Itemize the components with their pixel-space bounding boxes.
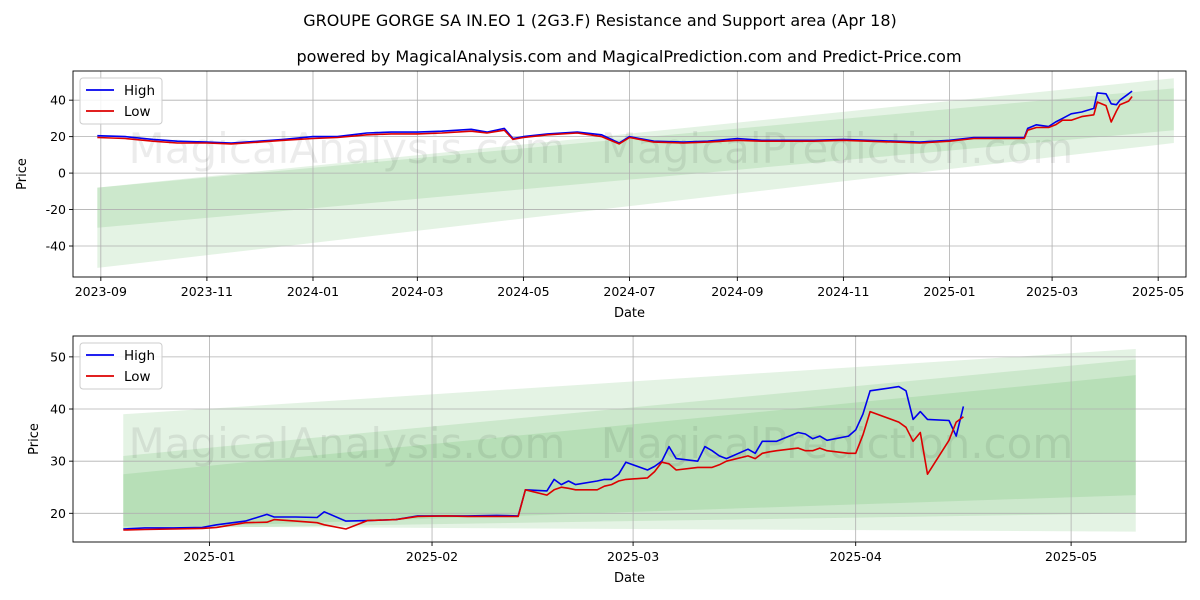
chart-subtitle: powered by MagicalAnalysis.com and Magic… <box>296 47 961 66</box>
x-tick-label: 2024-03 <box>391 284 443 299</box>
series-group <box>123 385 965 531</box>
x-tick-label: 2025-01 <box>183 549 235 564</box>
y-axis-label: Price <box>15 158 30 190</box>
x-tick-label: 2025-04 <box>830 549 882 564</box>
x-tick-label: 2024-05 <box>497 284 549 299</box>
legend-label-low: Low <box>124 104 151 120</box>
series-line-low <box>123 410 964 531</box>
y-tick-label: -40 <box>46 239 66 254</box>
support-resistance-band-2 <box>123 359 1136 529</box>
watermark-prediction: MagicalPrediction.com <box>601 124 1074 173</box>
y-tick-label: 40 <box>50 93 66 108</box>
x-axis-label: Date <box>614 306 645 321</box>
legend: High Low <box>79 342 163 390</box>
watermark-prediction: MagicalPrediction.com <box>601 419 1074 468</box>
x-tick-label: 2025-05 <box>1132 284 1184 299</box>
series-group <box>97 90 1133 145</box>
watermark-analysis: MagicalAnalysis.com <box>129 419 566 468</box>
series-line-high <box>97 90 1133 144</box>
x-tick-label: 2025-02 <box>406 549 458 564</box>
legend-label-high: High <box>124 83 155 99</box>
y-tick-label: 40 <box>50 402 66 417</box>
support-resistance-band-1 <box>97 88 1174 228</box>
series-line-low <box>97 96 1133 145</box>
x-tick-label: 2024-11 <box>817 284 869 299</box>
x-tick-label: 2024-07 <box>603 284 655 299</box>
y-tick-label: 20 <box>50 506 66 521</box>
legend: High Low <box>79 77 163 125</box>
chart-title: GROUPE GORGE SA IN.EO 1 (2G3.F) Resistan… <box>303 11 897 30</box>
x-tick-label: 2025-01 <box>923 284 975 299</box>
band-group <box>123 349 1136 532</box>
y-axis-label: Price <box>27 423 42 455</box>
x-tick-label: 2025-03 <box>1026 284 1078 299</box>
support-resistance-band-0 <box>123 349 1136 532</box>
x-tick-label: 2023-09 <box>75 284 127 299</box>
legend-label-low: Low <box>124 369 151 385</box>
x-tick-label: 2025-03 <box>607 549 659 564</box>
support-resistance-band-1 <box>123 375 1136 529</box>
x-tick-label: 2024-01 <box>287 284 339 299</box>
y-tick-label: 20 <box>50 129 66 144</box>
bottom-chart-panel: MagicalAnalysis.com MagicalPrediction.com… <box>27 335 1187 586</box>
x-axis-label: Date <box>614 571 645 586</box>
top-chart-panel: MagicalAnalysis.com MagicalPrediction.com… <box>15 70 1187 321</box>
x-tick-label: 2025-05 <box>1045 549 1097 564</box>
y-tick-label: -20 <box>46 202 66 217</box>
legend-label-high: High <box>124 348 155 364</box>
series-line-high <box>123 385 965 530</box>
y-tick-label: 30 <box>50 454 66 469</box>
axes-frame <box>72 335 1187 543</box>
x-tick-label: 2024-09 <box>711 284 763 299</box>
x-tick-label: 2023-11 <box>181 284 233 299</box>
y-tick-label: 0 <box>58 166 66 181</box>
y-tick-label: 50 <box>50 349 66 364</box>
